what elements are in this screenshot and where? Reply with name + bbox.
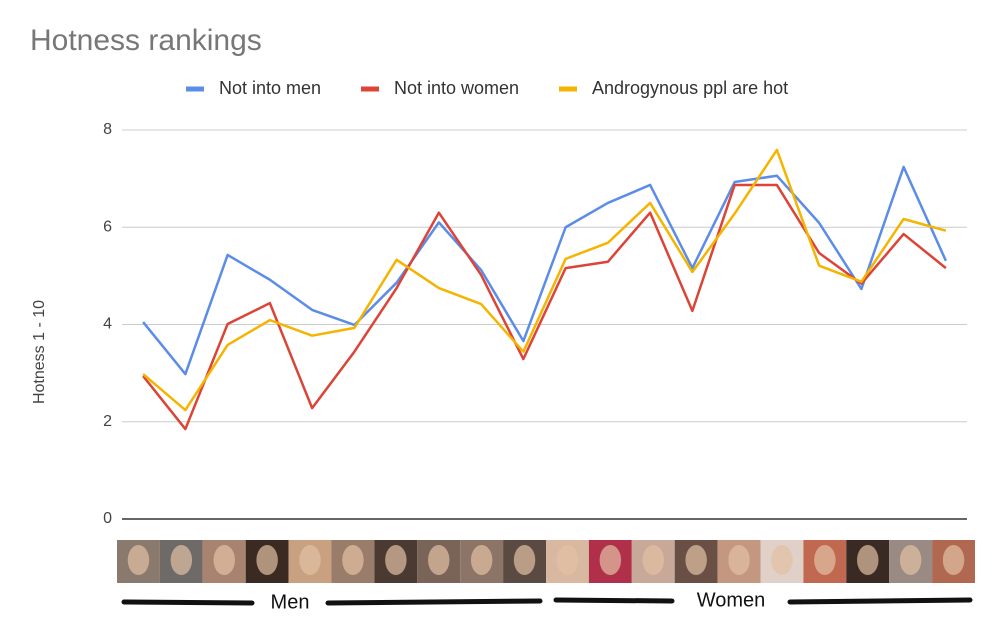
bracket-line <box>787 597 973 605</box>
y-axis-title: Hotness 1 - 10 <box>31 300 48 404</box>
y-tick-label: 2 <box>103 413 112 430</box>
photo-face <box>771 545 793 575</box>
photo-face <box>299 545 321 575</box>
y-tick-label: 0 <box>103 510 112 527</box>
legend-label: Androgynous ppl are hot <box>592 78 788 98</box>
photo-face <box>556 545 579 575</box>
photo-face <box>342 545 364 575</box>
series-line <box>142 165 948 376</box>
photo-face <box>857 545 879 575</box>
photo-face <box>942 545 965 575</box>
photo-face <box>728 545 750 575</box>
annotation: Men <box>271 591 310 613</box>
legend-label: Not into women <box>394 78 519 98</box>
legend-label: Not into men <box>219 78 321 98</box>
bracket-line <box>121 599 255 606</box>
photo-face <box>513 545 536 575</box>
y-tick-label: 8 <box>103 121 112 138</box>
photo-face <box>642 545 664 575</box>
photo-face <box>814 545 836 575</box>
photo-face <box>685 545 707 575</box>
chart-title: Hotness rankings <box>30 24 262 57</box>
photo-strip <box>117 540 975 583</box>
photo-face <box>428 545 450 575</box>
women-bracket: Women <box>553 589 973 611</box>
bracket-line <box>325 598 543 606</box>
series-line <box>142 148 947 412</box>
photo-face <box>213 545 235 575</box>
bracket-line <box>553 597 675 604</box>
men-bracket: Men <box>121 591 543 613</box>
y-tick-label: 4 <box>103 316 112 333</box>
photo-face <box>599 545 622 575</box>
y-tick-label: 6 <box>103 218 112 235</box>
photo-face <box>899 545 922 575</box>
annotation: Women <box>697 589 766 611</box>
photo-face <box>470 545 493 575</box>
photo-face <box>256 545 278 575</box>
photo-face <box>385 545 407 575</box>
series-line <box>142 183 947 431</box>
photo-face <box>127 545 150 575</box>
photo-face <box>170 545 193 575</box>
